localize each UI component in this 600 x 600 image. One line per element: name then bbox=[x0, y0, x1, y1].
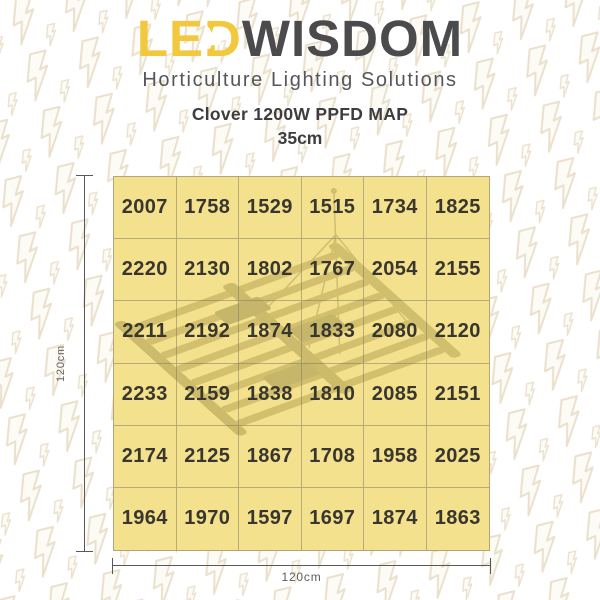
page-subtitle: 35cm bbox=[277, 128, 323, 148]
ppfd-cell: 1863 bbox=[434, 507, 481, 530]
ppfd-cell: 2054 bbox=[364, 239, 427, 302]
ppfd-cell: 1758 bbox=[176, 177, 239, 240]
ppfd-cell: 1529 bbox=[239, 177, 302, 240]
logo-led-d: D bbox=[204, 12, 242, 66]
height-dimension-label: 120cm bbox=[55, 344, 67, 383]
ppfd-cell: 1697 bbox=[302, 487, 364, 550]
ppfd-cell: 2233 bbox=[114, 363, 177, 426]
ppfd-grid: 2007 1758 1529 1515 1734 1825 2220 2130 1802 1767… bbox=[113, 176, 490, 551]
height-dimension-line bbox=[76, 175, 94, 552]
ppfd-cell: 2220 bbox=[114, 239, 177, 302]
dimension-cap bbox=[112, 558, 113, 574]
ppfd-cell: 2159 bbox=[176, 363, 239, 426]
brand-wordmark: LED WISDOM bbox=[137, 12, 463, 66]
ppfd-cell: 2025 bbox=[426, 426, 489, 488]
ppfd-cell: 2192 bbox=[176, 301, 239, 364]
ppfd-cell: 1970 bbox=[177, 487, 239, 550]
ppfd-cell: 2174 bbox=[114, 425, 177, 488]
ppfd-cell: 2080 bbox=[364, 301, 427, 364]
dimension-cap bbox=[76, 175, 94, 176]
ppfd-cell: 1802 bbox=[239, 239, 302, 302]
ppfd-cell: 1874 bbox=[239, 301, 302, 364]
logo-led-text: LE bbox=[136, 10, 204, 67]
width-dimension-label: 120cm bbox=[281, 570, 322, 584]
ppfd-cell: 1874 bbox=[364, 487, 427, 550]
logo-wisdom-text: WISDOM bbox=[241, 10, 464, 67]
ppfd-cell: 2125 bbox=[176, 425, 239, 488]
ppfd-cell: 1767 bbox=[301, 239, 364, 302]
ppfd-cell: 1515 bbox=[301, 177, 364, 240]
brand-logo: LED WISDOM Horticulture Lighting Solutio… bbox=[0, 12, 600, 92]
ppfd-cell: 2120 bbox=[426, 301, 489, 364]
ppfd-cell: 1958 bbox=[364, 425, 427, 488]
ppfd-cell: 1838 bbox=[239, 363, 302, 426]
ppfd-cell: 1734 bbox=[364, 177, 427, 240]
ppfd-cell: 1833 bbox=[301, 301, 364, 364]
dimension-cap bbox=[490, 558, 491, 574]
ppfd-cell: 2130 bbox=[176, 239, 239, 302]
ppfd-cell: 1810 bbox=[301, 363, 364, 426]
ppfd-cell: 2211 bbox=[114, 301, 177, 364]
title-block: Clover 1200W PPFD MAP 35cm bbox=[0, 104, 600, 149]
ppfd-cell: 1708 bbox=[301, 425, 364, 488]
logo-tagline: Horticulture Lighting Solutions bbox=[142, 68, 458, 91]
ppfd-grid-cells: 2007 1758 1529 1515 1734 1825 2220 2130 1802 1767… bbox=[114, 177, 489, 550]
page-title: Clover 1200W PPFD MAP bbox=[191, 104, 409, 124]
width-dimension-line bbox=[112, 558, 491, 574]
ppfd-cell: 1825 bbox=[426, 177, 489, 240]
dimension-cap bbox=[76, 551, 94, 552]
ppfd-cell: 2155 bbox=[426, 239, 489, 302]
ppfd-cell: 2085 bbox=[364, 363, 427, 426]
ppfd-cell: 2007 bbox=[114, 177, 177, 240]
ppfd-cell: 2151 bbox=[426, 364, 489, 426]
ppfd-cell: 1964 bbox=[114, 487, 177, 550]
ppfd-cell: 1867 bbox=[239, 425, 302, 488]
ppfd-cell: 1597 bbox=[239, 487, 302, 550]
